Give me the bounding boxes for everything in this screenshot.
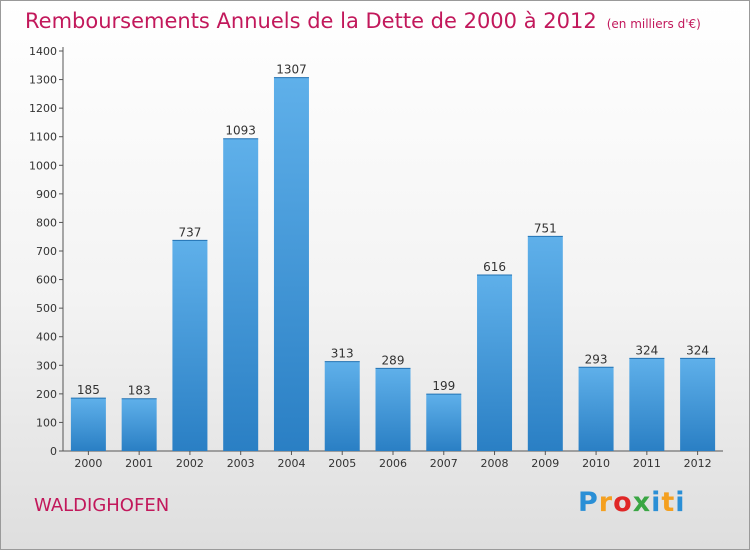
bar: [578, 367, 614, 451]
bar-value-label: 199: [432, 379, 455, 393]
logo-letter: t: [661, 487, 676, 518]
bar: [629, 358, 665, 451]
bar-value-label: 324: [635, 343, 658, 357]
bar: [121, 398, 157, 451]
x-tick-label: 2009: [531, 457, 559, 470]
x-tick-label: 2001: [125, 457, 153, 470]
bar-value-label: 324: [686, 343, 709, 357]
bar-value-label: 289: [382, 353, 405, 367]
bar: [426, 394, 462, 451]
bar-value-label: 737: [178, 225, 201, 239]
x-tick-label: 2005: [328, 457, 356, 470]
bar: [477, 275, 513, 451]
bar: [172, 240, 208, 451]
x-tick-label: 2008: [481, 457, 509, 470]
chart-unit: (en milliers d'€): [606, 17, 701, 31]
bar: [527, 236, 563, 451]
bar: [375, 368, 411, 451]
y-tick-label: 1100: [29, 131, 57, 144]
x-tick-label: 2002: [176, 457, 204, 470]
y-tick-label: 500: [36, 302, 57, 315]
x-tick-label: 2012: [684, 457, 712, 470]
y-tick-label: 900: [36, 188, 57, 201]
x-tick-label: 2000: [74, 457, 102, 470]
proxiti-logo: Proxiti: [578, 487, 686, 518]
x-tick-label: 2007: [430, 457, 458, 470]
y-tick-label: 800: [36, 216, 57, 229]
logo-letter: r: [598, 487, 614, 518]
x-tick-label: 2011: [633, 457, 661, 470]
y-tick-label: 600: [36, 274, 57, 287]
y-tick-label: 1200: [29, 102, 57, 115]
bar-value-label: 1307: [276, 63, 307, 77]
bar-value-label: 183: [128, 384, 151, 398]
bar-value-label: 616: [483, 260, 506, 274]
bar: [70, 398, 106, 451]
x-tick-label: 2006: [379, 457, 407, 470]
logo-letter: x: [632, 487, 652, 518]
logo-letter: i: [675, 487, 686, 518]
chart-title: Remboursements Annuels de la Dette de 20…: [25, 9, 701, 33]
y-tick-label: 400: [36, 331, 57, 344]
x-tick-label: 2010: [582, 457, 610, 470]
y-tick-label: 1000: [29, 159, 57, 172]
bar: [680, 358, 716, 451]
bar-value-label: 1093: [225, 124, 256, 138]
y-tick-label: 100: [36, 416, 57, 429]
x-tick-label: 2004: [277, 457, 305, 470]
x-tick-label: 2003: [227, 457, 255, 470]
bar-value-label: 293: [585, 352, 608, 366]
chart-title-text: Remboursements Annuels de la Dette de 20…: [25, 9, 597, 33]
logo-letter: o: [613, 487, 633, 518]
y-tick-label: 300: [36, 359, 57, 372]
y-tick-label: 200: [36, 388, 57, 401]
y-tick-label: 0: [50, 445, 57, 458]
bar: [223, 138, 259, 451]
bar-value-label: 751: [534, 221, 557, 235]
bar-value-label: 185: [77, 383, 100, 397]
y-tick-label: 1400: [29, 45, 57, 58]
logo-letter: i: [651, 487, 662, 518]
commune-name: WALDIGHOFEN: [34, 495, 170, 516]
bar-value-label: 313: [331, 347, 354, 361]
logo-letter: P: [578, 487, 599, 518]
bar: [273, 77, 309, 452]
y-tick-label: 1300: [29, 74, 57, 87]
bar: [324, 361, 360, 451]
y-tick-label: 700: [36, 245, 57, 258]
